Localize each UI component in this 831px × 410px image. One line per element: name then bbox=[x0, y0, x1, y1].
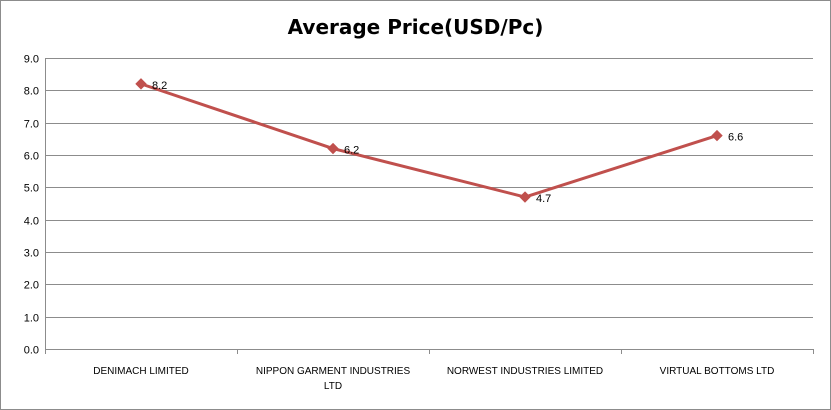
y-tick-label: 7.0 bbox=[24, 119, 39, 131]
y-tick-label: 4.0 bbox=[24, 216, 39, 228]
data-point bbox=[711, 129, 723, 142]
x-tick-label: VIRTUAL BOTTOMS LTD bbox=[660, 366, 775, 377]
data-label: 8.2 bbox=[152, 80, 167, 92]
y-tick-label: 1.0 bbox=[24, 313, 39, 325]
y-tick-label: 0.0 bbox=[24, 345, 39, 357]
data-point bbox=[519, 191, 531, 203]
x-tick-label: NORWEST INDUSTRIES LIMITED bbox=[447, 366, 603, 377]
y-tick-label: 8.0 bbox=[24, 86, 39, 98]
data-point bbox=[327, 142, 339, 155]
y-tick-label: 5.0 bbox=[24, 183, 39, 195]
y-tick-label: 6.0 bbox=[24, 151, 39, 163]
data-label: 6.6 bbox=[728, 132, 743, 144]
y-tick-label: 3.0 bbox=[24, 248, 39, 260]
x-tick-label: LTD bbox=[324, 381, 342, 392]
y-tick-label: 2.0 bbox=[24, 280, 39, 292]
data-label: 4.7 bbox=[536, 193, 551, 205]
x-tick-label: NIPPON GARMENT INDUSTRIES bbox=[256, 366, 411, 377]
chart-title: Average Price(USD/Pc) bbox=[287, 15, 544, 39]
x-tick-label: DENIMACH LIMITED bbox=[93, 366, 189, 377]
series-line bbox=[140, 82, 718, 199]
data-point bbox=[135, 78, 147, 90]
data-label: 6.2 bbox=[344, 145, 359, 157]
y-tick-label: 9.0 bbox=[24, 54, 39, 66]
